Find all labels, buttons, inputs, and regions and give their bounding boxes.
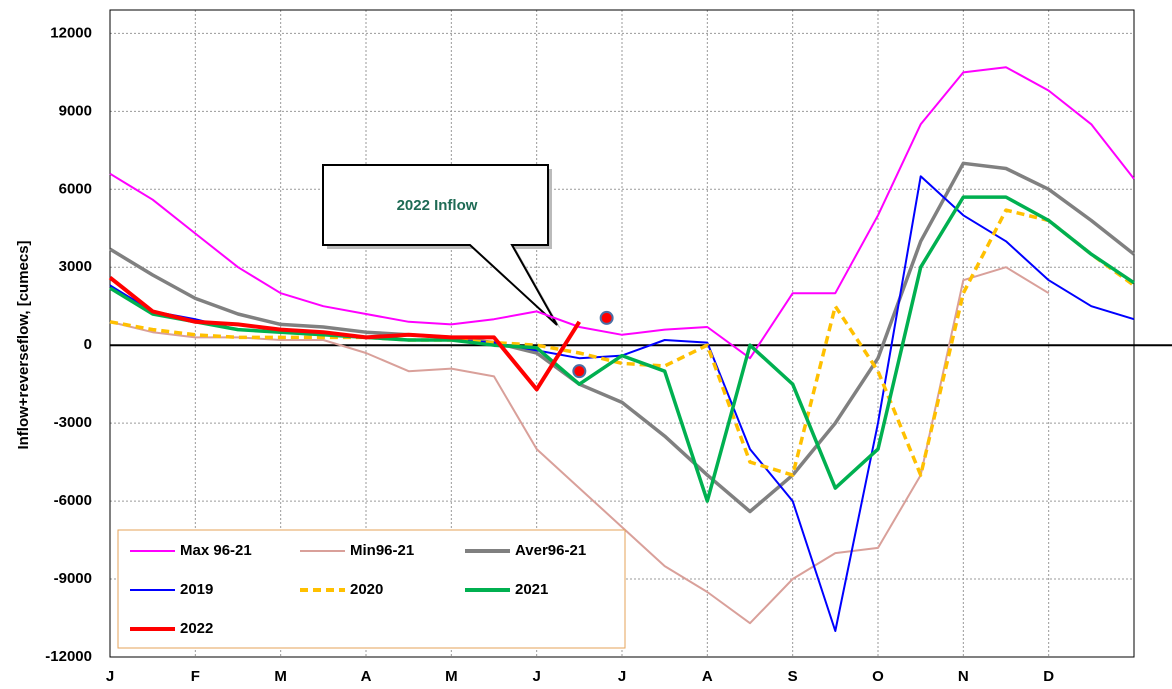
x-tick-label: J [618, 668, 626, 685]
legend-box [117, 529, 626, 649]
y-tick-label: 6000 [59, 180, 92, 197]
annotation-marker [572, 364, 587, 379]
legend-label: 2022 [180, 620, 213, 637]
legend-label: Max 96-21 [180, 542, 252, 559]
series-line [109, 161, 1136, 514]
legend-label: Min96-21 [350, 542, 414, 559]
series-line [109, 195, 1135, 503]
legend-label: 2020 [350, 581, 383, 598]
y-axis-label: Inflow+reverseflow, [cumecs] [15, 240, 32, 449]
y-tick-label: -3000 [54, 414, 92, 431]
x-tick-label: A [702, 668, 713, 685]
y-tick-label: -6000 [54, 492, 92, 509]
annotation-marker [599, 310, 614, 325]
x-tick-label: M [274, 668, 287, 685]
series-line [109, 208, 1136, 477]
legend-label: 2019 [180, 581, 213, 598]
legend-label: 2021 [515, 581, 548, 598]
x-tick-label: M [445, 668, 458, 685]
series-line [109, 66, 1135, 360]
x-tick-label: F [191, 668, 200, 685]
plot-frame [109, 9, 1135, 658]
x-tick-label: O [872, 668, 884, 685]
legend-label: Aver96-21 [515, 542, 586, 559]
x-tick-label: J [106, 668, 114, 685]
y-tick-label: -9000 [54, 570, 92, 587]
y-tick-label: -12000 [45, 648, 92, 665]
x-tick-label: S [788, 668, 798, 685]
x-tick-label: J [532, 668, 540, 685]
y-tick-label: 0 [84, 336, 92, 353]
y-tick-label: 9000 [59, 102, 92, 119]
y-tick-label: 3000 [59, 258, 92, 275]
y-tick-label: 12000 [50, 24, 92, 41]
callout [322, 164, 558, 326]
x-tick-label: D [1043, 668, 1054, 685]
series-line [108, 276, 581, 392]
x-tick-label: N [958, 668, 969, 685]
x-tick-label: A [361, 668, 372, 685]
annotation-text: 2022 Inflow [397, 197, 478, 214]
